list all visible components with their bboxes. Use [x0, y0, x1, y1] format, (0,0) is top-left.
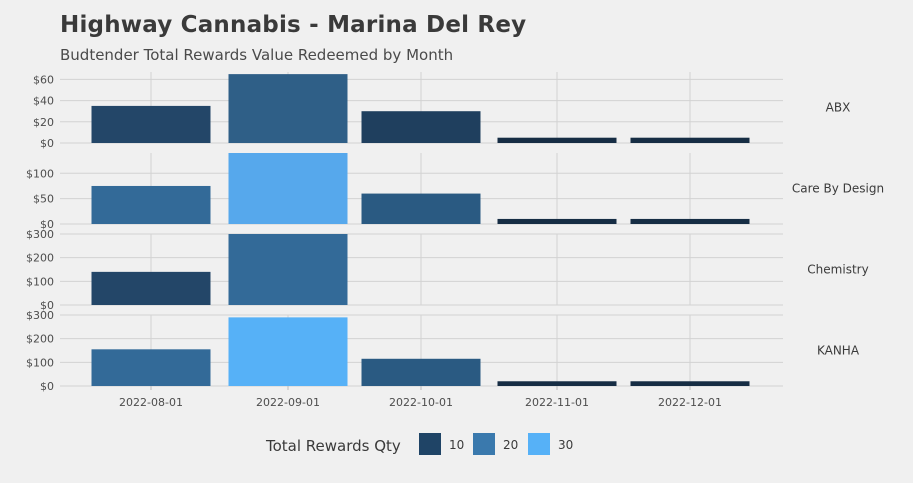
- bar-chemistry-0: [91, 271, 211, 305]
- bar-care-by-design-2: [361, 193, 481, 224]
- y-tick-label: $20: [33, 116, 54, 129]
- facet-label: KANHA: [817, 344, 860, 358]
- legend-label-20: 20: [503, 438, 518, 452]
- bar-kanha-0: [91, 349, 211, 386]
- y-tick-label: $100: [26, 167, 54, 180]
- bar-kanha-4: [630, 381, 750, 386]
- bar-abx-0: [91, 105, 211, 143]
- y-tick-label: $200: [26, 252, 54, 265]
- x-tick-label: 2022-12-01: [658, 396, 722, 409]
- y-tick-label: $200: [26, 333, 54, 346]
- bar-abx-1: [228, 74, 348, 143]
- bar-kanha-1: [228, 317, 348, 386]
- y-tick-label: $100: [26, 356, 54, 369]
- y-tick-label: $300: [26, 228, 54, 241]
- y-tick-label: $0: [40, 380, 54, 393]
- legend-swatch-30: [528, 433, 550, 455]
- bar-abx-2: [361, 111, 481, 143]
- bar-abx-4: [630, 137, 750, 143]
- bar-care-by-design-1: [228, 153, 348, 224]
- y-tick-label: $300: [26, 309, 54, 322]
- chart-subtitle: Budtender Total Rewards Value Redeemed b…: [60, 46, 454, 64]
- x-tick-label: 2022-09-01: [256, 396, 320, 409]
- y-tick-label: $0: [40, 137, 54, 150]
- legend-swatch-10: [419, 433, 441, 455]
- x-tick-label: 2022-10-01: [389, 396, 453, 409]
- chart-title: Highway Cannabis - Marina Del Rey: [60, 12, 527, 38]
- facet-label: ABX: [826, 101, 851, 115]
- x-tick-label: 2022-11-01: [525, 396, 589, 409]
- legend-title: Total Rewards Qty: [265, 437, 401, 455]
- bar-care-by-design-4: [630, 218, 750, 224]
- bar-kanha-2: [361, 358, 481, 386]
- y-tick-label: $0: [40, 218, 54, 231]
- x-tick-label: 2022-08-01: [119, 396, 183, 409]
- y-tick-label: $0: [40, 299, 54, 312]
- legend-label-30: 30: [558, 438, 573, 452]
- y-tick-label: $50: [33, 193, 54, 206]
- bar-kanha-3: [497, 381, 617, 386]
- facet-label: Care By Design: [792, 182, 884, 196]
- bar-abx-3: [497, 137, 617, 143]
- bar-care-by-design-3: [497, 218, 617, 224]
- bar-chemistry-1: [228, 234, 348, 305]
- y-tick-label: $60: [33, 73, 54, 86]
- legend-swatch-20: [473, 433, 495, 455]
- legend-label-10: 10: [449, 438, 464, 452]
- facet-label: Chemistry: [807, 263, 868, 277]
- bar-care-by-design-0: [91, 185, 211, 224]
- y-tick-label: $100: [26, 275, 54, 288]
- y-tick-label: $40: [33, 95, 54, 108]
